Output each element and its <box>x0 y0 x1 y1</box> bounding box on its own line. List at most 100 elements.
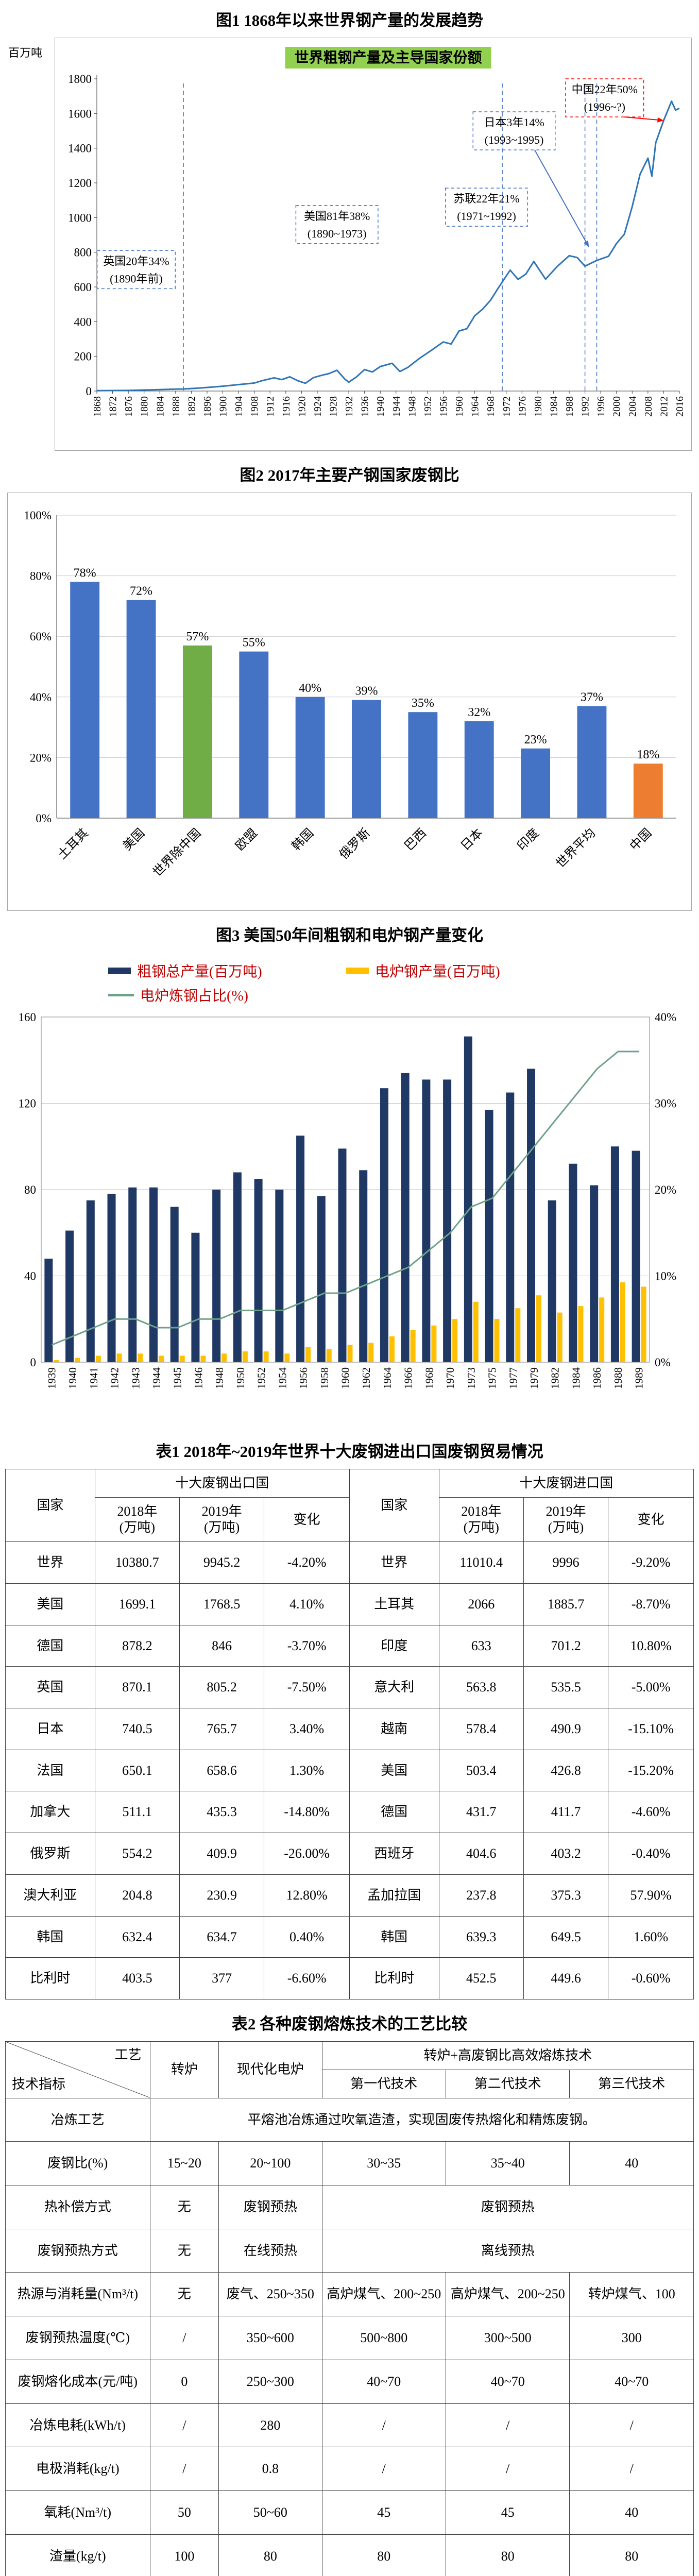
table1-row: 英国 870.1 805.2 -7.50% 意大利 563.8 535.5 -5.00% <box>5 1666 694 1709</box>
value-cell: 632.4 <box>94 1916 180 1958</box>
svg-text:1928: 1928 <box>328 396 339 417</box>
table1-row: 日本 740.5 765.7 3.40% 越南 578.4 490.9 -15.10% <box>5 1708 694 1750</box>
svg-text:0%: 0% <box>36 812 52 825</box>
svg-text:俄罗斯: 俄罗斯 <box>337 826 373 862</box>
legend-row: 电炉炼钢占比(%) <box>108 985 694 1005</box>
svg-text:160: 160 <box>19 1011 37 1024</box>
value-cell: -15.10% <box>608 1708 694 1750</box>
value-cell: / <box>321 2403 447 2448</box>
value-cell: 45 <box>321 2490 447 2535</box>
svg-text:1200: 1200 <box>68 177 92 190</box>
indicator-label-cell: 渣量(kg/t) <box>5 2534 150 2576</box>
value-cell: 50 <box>149 2490 219 2535</box>
svg-text:欧盟: 欧盟 <box>233 826 260 853</box>
table2-row: 冶炼工艺 平熔池冶炼通过吹氧造渣，实现固废传热熔化和精炼废钢。 <box>5 2097 694 2142</box>
table1-header-change-import: 变化 <box>608 1497 694 1543</box>
value-cell: 409.9 <box>179 1833 265 1875</box>
value-cell: 500~800 <box>321 2316 447 2360</box>
table2-corner-cell: 工艺 技术指标 <box>5 2041 150 2098</box>
value-cell: -8.70% <box>608 1583 694 1625</box>
value-cell: 100 <box>149 2534 219 2576</box>
value-cell: -6.60% <box>264 1957 350 2000</box>
svg-text:57%: 57% <box>186 630 209 643</box>
country-cell: 比利时 <box>5 1957 95 2000</box>
svg-text:40: 40 <box>24 1270 36 1283</box>
value-cell: 649.5 <box>523 1916 609 1958</box>
svg-text:1892: 1892 <box>186 396 197 417</box>
table1-header-2019-import: 2019年 (万吨) <box>523 1497 609 1543</box>
svg-text:1956: 1956 <box>297 1367 310 1389</box>
value-cell: -15.20% <box>608 1749 694 1792</box>
svg-text:世界粗钢产量及主导国家份额: 世界粗钢产量及主导国家份额 <box>294 49 482 66</box>
value-cell: 375.3 <box>523 1874 609 1917</box>
crude-steel-swatch <box>108 967 131 974</box>
value-cell: 431.7 <box>438 1791 524 1834</box>
eaf-steel-swatch <box>346 967 369 974</box>
chart2-bars: 78% 土耳其 72% 美国 57% 世界除中国 55% 欧盟 40% 韩国 39% 俄罗斯 35% 巴西… <box>55 566 663 879</box>
table1-header-row-2: 2018年 (万吨) 2019年 (万吨) 变化 2018年 (万吨) 2019年 (万… <box>6 1497 694 1543</box>
table1-row: 比利时 403.5 377 -6.60% 比利时 452.5 449.6 -0.60% <box>5 1957 694 2000</box>
svg-text:美国81年38%: 美国81年38% <box>304 210 370 223</box>
svg-text:1952: 1952 <box>255 1367 268 1389</box>
value-cell: 639.3 <box>438 1916 524 1958</box>
value-cell: 250~300 <box>218 2359 322 2404</box>
svg-text:72%: 72% <box>130 585 152 598</box>
value-cell: 740.5 <box>94 1708 180 1750</box>
value-cell: / <box>445 2403 570 2448</box>
table1-header-export-group: 十大废钢出口国 <box>94 1469 350 1498</box>
table1-row: 加拿大 511.1 435.3 -14.80% 德国 431.7 411.7 -4.60% <box>5 1791 694 1834</box>
value-cell: 490.9 <box>523 1708 609 1750</box>
country-cell: 孟加拉国 <box>349 1874 439 1917</box>
svg-text:1979: 1979 <box>528 1367 540 1389</box>
value-cell: 878.2 <box>94 1624 180 1667</box>
value-cell: 280 <box>218 2403 322 2448</box>
value-cell: 在线预热 <box>218 2228 322 2273</box>
svg-text:80%: 80% <box>30 570 52 583</box>
svg-text:1940: 1940 <box>66 1367 79 1389</box>
figure3-legend: 粗钢总产量(百万吨) 电炉钢产量(百万吨) 电炉炼钢占比(%) <box>5 953 694 1010</box>
value-cell: 15~20 <box>149 2141 219 2185</box>
svg-text:2016: 2016 <box>674 396 686 417</box>
svg-text:1908: 1908 <box>249 396 261 417</box>
table2-col-gen2: 第二代技术 <box>445 2069 570 2098</box>
value-cell: / <box>149 2403 219 2448</box>
country-cell: 俄罗斯 <box>5 1833 95 1875</box>
svg-text:(1971~1992): (1971~1992) <box>457 210 516 223</box>
value-cell: -0.40% <box>608 1833 694 1875</box>
value-cell: 9996 <box>523 1541 609 1584</box>
value-cell: 12.80% <box>264 1874 350 1917</box>
eaf-share-line <box>51 1050 639 1346</box>
country-cell: 比利时 <box>349 1957 439 2000</box>
svg-text:1868: 1868 <box>92 396 103 417</box>
figure1-caption: 图1 1868年以来世界钢产量的发展趋势 <box>215 11 484 29</box>
figure1-section: 百万吨 0 200 400 600 800 1000 1200 1400 1600 1800 186… <box>5 38 694 451</box>
value-cell: 563.8 <box>438 1666 524 1709</box>
value-cell: 650.1 <box>94 1749 180 1792</box>
value-cell: 40 <box>569 2490 694 2535</box>
table1-header-country-import: 国家 <box>349 1468 439 1543</box>
value-cell: 无 <box>149 2184 219 2229</box>
svg-text:1982: 1982 <box>549 1367 561 1389</box>
svg-text:1960: 1960 <box>454 396 465 417</box>
value-cell: -3.70% <box>264 1624 350 1667</box>
table2-row: 电极消耗(kg/t)/0.8// / <box>5 2447 694 2491</box>
legend-label-crude-steel: 粗钢总产量(百万吨) <box>137 964 262 980</box>
value-cell: 80 <box>569 2534 694 2576</box>
table2-row: 氧耗(Nm³/t) 50 50~60 45 45 40 <box>5 2490 694 2535</box>
svg-text:(1890年前): (1890年前) <box>110 272 163 285</box>
value-cell: 403.5 <box>94 1957 180 2000</box>
svg-text:80: 80 <box>24 1183 36 1196</box>
table1-row: 俄罗斯 554.2 409.9 -26.00% 西班牙 404.6 403.2 -0.40% <box>5 1833 694 1875</box>
melting-tech-table: 工艺 技术指标 转炉 现代化电炉 转炉+高废钢比高效熔炼技术 第一代技术 第二代… <box>5 2041 694 2576</box>
svg-text:60%: 60% <box>30 630 52 643</box>
country-cell: 韩国 <box>5 1916 95 1958</box>
svg-text:巴西: 巴西 <box>402 826 429 853</box>
scrap-trade-table: 国家 十大废钢出口国 国家 十大废钢进口国 2018年 (万吨) 2019年 (万吨… <box>5 1468 694 2000</box>
table2-row: 热补偿方式无废钢预热 废钢预热 <box>5 2184 694 2229</box>
value-cell: -26.00% <box>264 1833 350 1875</box>
svg-text:120: 120 <box>19 1097 37 1110</box>
legend-label-eaf-steel: 电炉钢产量(百万吨) <box>375 964 500 980</box>
country-cell: 意大利 <box>349 1666 439 1709</box>
legend-label-eaf-share: 电炉炼钢占比(%) <box>140 988 248 1004</box>
svg-text:1884: 1884 <box>155 396 166 417</box>
